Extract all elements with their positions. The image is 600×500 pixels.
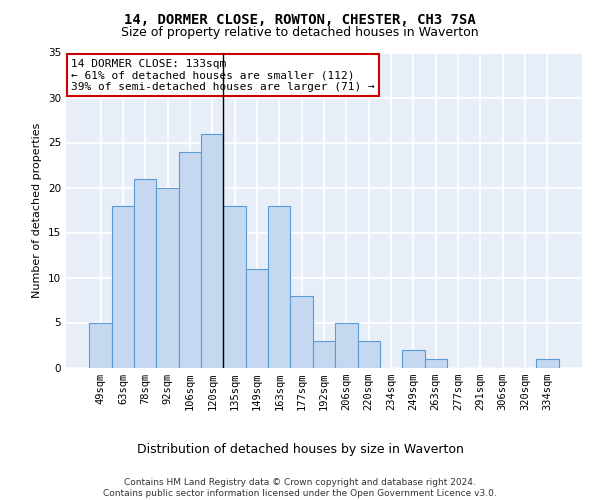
Text: Size of property relative to detached houses in Waverton: Size of property relative to detached ho… (121, 26, 479, 39)
Bar (246, 268, 268, 368)
Y-axis label: Number of detached properties: Number of detached properties (32, 122, 43, 298)
Bar (313, 340, 335, 367)
Text: 14, DORMER CLOSE, ROWTON, CHESTER, CH3 7SA: 14, DORMER CLOSE, ROWTON, CHESTER, CH3 7… (124, 12, 476, 26)
Bar (358, 340, 380, 367)
Bar (134, 178, 157, 368)
Text: Contains HM Land Registry data © Crown copyright and database right 2024.
Contai: Contains HM Land Registry data © Crown c… (103, 478, 497, 498)
Bar (335, 322, 358, 368)
Bar (179, 152, 201, 368)
Bar (536, 358, 559, 368)
Bar (89, 322, 112, 368)
Bar (223, 206, 246, 368)
Text: Distribution of detached houses by size in Waverton: Distribution of detached houses by size … (137, 442, 463, 456)
Bar (402, 350, 425, 368)
Bar (290, 296, 313, 368)
Bar (201, 134, 223, 368)
Bar (157, 188, 179, 368)
Text: 14 DORMER CLOSE: 133sqm
← 61% of detached houses are smaller (112)
39% of semi-d: 14 DORMER CLOSE: 133sqm ← 61% of detache… (71, 59, 375, 92)
Bar (268, 206, 290, 368)
Bar (112, 206, 134, 368)
Bar (425, 358, 447, 368)
